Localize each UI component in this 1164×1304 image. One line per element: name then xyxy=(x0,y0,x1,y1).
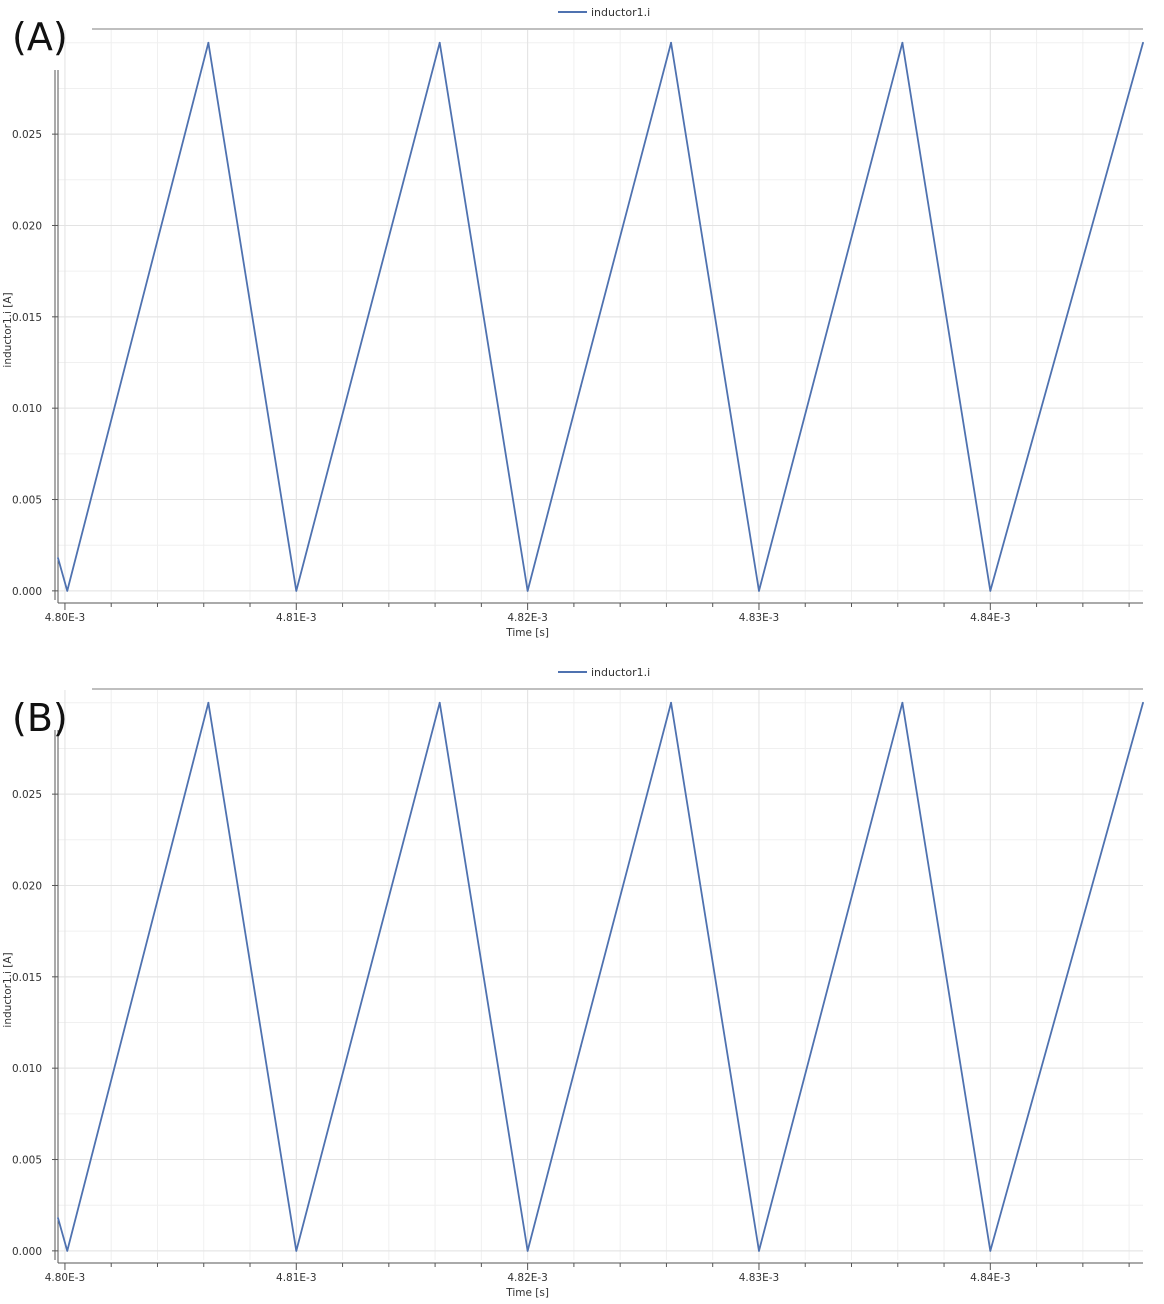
x-tick-label: 4.81E-3 xyxy=(276,612,316,624)
data-point xyxy=(758,1249,760,1252)
y-axis-title: inductor1.i [A] xyxy=(2,292,14,367)
data-point xyxy=(526,589,529,592)
x-tick-label: 4.84E-3 xyxy=(970,1272,1010,1284)
x-tick-label: 4.82E-3 xyxy=(507,1272,547,1284)
data-point xyxy=(989,589,992,592)
x-axis-title: Time [s] xyxy=(505,1287,549,1299)
y-axis-title: inductor1.i [A] xyxy=(2,952,14,1027)
y-tick-label: 0.000 xyxy=(12,586,42,598)
y-tick-label: 0.025 xyxy=(12,789,42,801)
y-tick-label: 0.005 xyxy=(12,1155,42,1167)
y-tick-label: 0.015 xyxy=(12,972,42,984)
data-point xyxy=(670,41,672,44)
data-point xyxy=(295,589,298,592)
legend-label: inductor1.i xyxy=(591,666,650,679)
panel-label: (B) xyxy=(12,696,68,740)
y-tick-label: 0.005 xyxy=(12,495,42,507)
chart-panel-b: 4.80E-3 4.81E-3 4.82E-3 4.83E-3 4.84E-3 0.000… xyxy=(2,666,1144,1299)
legend[interactable]: inductor1.i xyxy=(558,666,650,679)
y-tick-label: 0.010 xyxy=(12,403,42,415)
data-point xyxy=(989,1249,992,1252)
data-point xyxy=(438,701,441,704)
data-point xyxy=(579,1045,582,1048)
data-point xyxy=(526,1249,529,1252)
y-tick-label: 0.000 xyxy=(12,1246,42,1258)
y-tick-label: 0.015 xyxy=(12,312,42,324)
y-tick-label: 0.025 xyxy=(12,129,42,141)
series-line[interactable] xyxy=(57,701,1144,1252)
y-tick-label: 0.020 xyxy=(12,220,42,232)
y-tick-label: 0.010 xyxy=(12,1063,42,1075)
x-tick-label: 4.81E-3 xyxy=(276,1272,316,1284)
x-tick-label: 4.83E-3 xyxy=(739,1272,779,1284)
data-point xyxy=(901,41,904,44)
data-point xyxy=(66,1249,69,1252)
data-point xyxy=(207,41,210,44)
data-point xyxy=(1142,41,1144,44)
legend[interactable]: inductor1.i xyxy=(558,6,650,19)
grid xyxy=(58,690,1143,1260)
chart-panel-a: 4.80E-3 4.81E-3 4.82E-3 4.83E-3 4.84E-3 0.000… xyxy=(2,6,1144,639)
data-point xyxy=(57,557,59,559)
data-point xyxy=(1142,701,1144,704)
y-tick-label: 0.020 xyxy=(12,880,42,892)
legend-label: inductor1.i xyxy=(591,6,650,19)
data-point xyxy=(901,701,904,704)
x-tick-label: 4.84E-3 xyxy=(970,612,1010,624)
panel-label: (A) xyxy=(12,15,68,59)
x-tick-label: 4.80E-3 xyxy=(45,1272,85,1284)
x-tick-label: 4.82E-3 xyxy=(507,612,547,624)
grid xyxy=(58,30,1143,600)
data-point xyxy=(207,701,210,704)
data-point xyxy=(57,1217,59,1219)
data-point xyxy=(66,589,69,592)
data-point xyxy=(670,701,672,704)
data-point xyxy=(295,1249,298,1252)
series-line[interactable] xyxy=(57,41,1144,592)
data-point xyxy=(758,589,760,592)
data-point xyxy=(579,385,582,388)
x-axis-title: Time [s] xyxy=(505,627,549,639)
x-tick-label: 4.80E-3 xyxy=(45,612,85,624)
x-tick-label: 4.83E-3 xyxy=(739,612,779,624)
data-point xyxy=(438,41,441,44)
